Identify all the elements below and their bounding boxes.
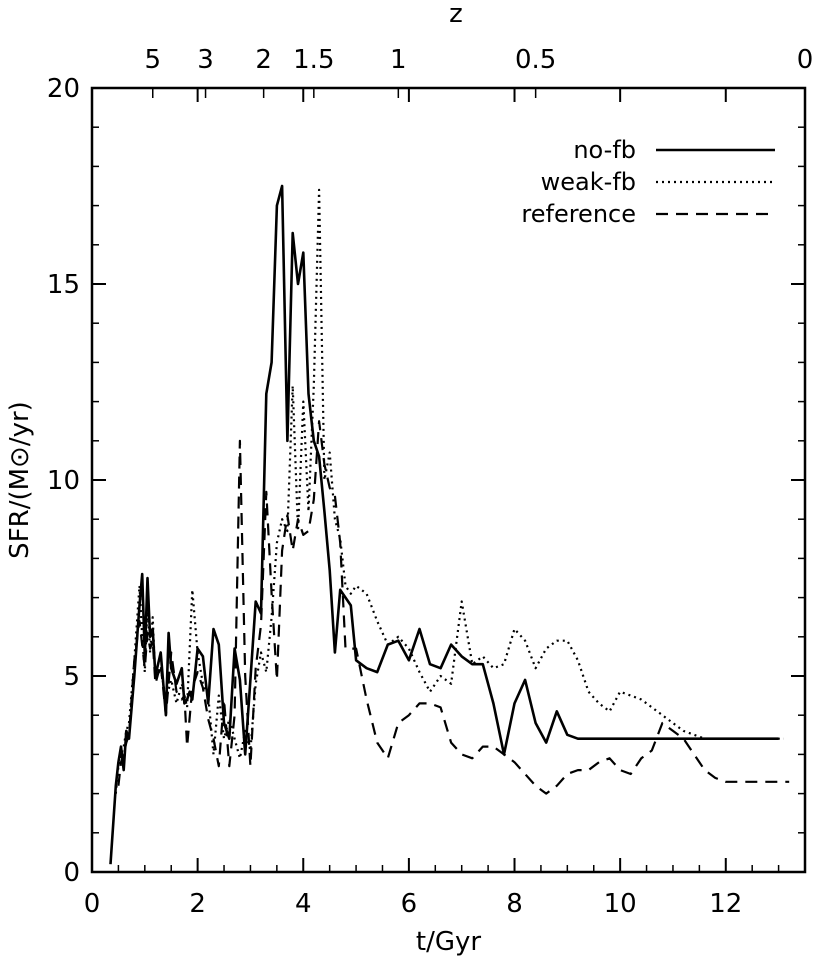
- z-tick-label: 1.5: [293, 45, 334, 75]
- y-tick-label: 15: [47, 270, 80, 300]
- x-tick-label: 12: [709, 889, 742, 919]
- series-line-reference: [117, 420, 790, 795]
- y-axis-title: SFR/(M⊙/yr): [5, 401, 35, 559]
- legend-label-weak-fb: weak-fb: [541, 168, 636, 196]
- x-tick-label: 2: [189, 889, 206, 919]
- y-tick-label: 20: [47, 74, 80, 104]
- series-line-weak-fb: [114, 188, 784, 794]
- x-tick-label: 8: [506, 889, 523, 919]
- y-tick-label: 10: [47, 466, 80, 496]
- x-tick-label: 4: [295, 889, 312, 919]
- z-tick-label: 5: [144, 45, 161, 75]
- z-tick-label: 2: [255, 45, 272, 75]
- z-tick-label: 1: [390, 45, 407, 75]
- top-axis-title: z: [449, 0, 463, 29]
- series-line-no-fb: [109, 184, 779, 865]
- legend: no-fb weak-fb reference: [521, 136, 775, 228]
- z-tick-label: 3: [197, 45, 214, 75]
- y-tick-label: 0: [63, 858, 80, 888]
- x-tick-label: 10: [604, 889, 637, 919]
- z-tick-label: 0.5: [515, 45, 556, 75]
- legend-label-reference: reference: [521, 200, 636, 228]
- z-tick-label: 0: [797, 45, 814, 75]
- legend-label-no-fb: no-fb: [573, 136, 636, 164]
- tick-marks: [91, 87, 806, 873]
- tick-labels: 0 2 4 6 8 10 12 0 5 10 15 20 5 3 2 1.5 1 0.5 0: [47, 45, 813, 919]
- x-axis-title: t/Gyr: [416, 927, 481, 957]
- y-tick-label: 5: [63, 662, 80, 692]
- series-lines: [109, 184, 790, 865]
- plot-frame: [90, 86, 807, 874]
- x-tick-label: 6: [401, 889, 418, 919]
- x-tick-label: 0: [84, 889, 101, 919]
